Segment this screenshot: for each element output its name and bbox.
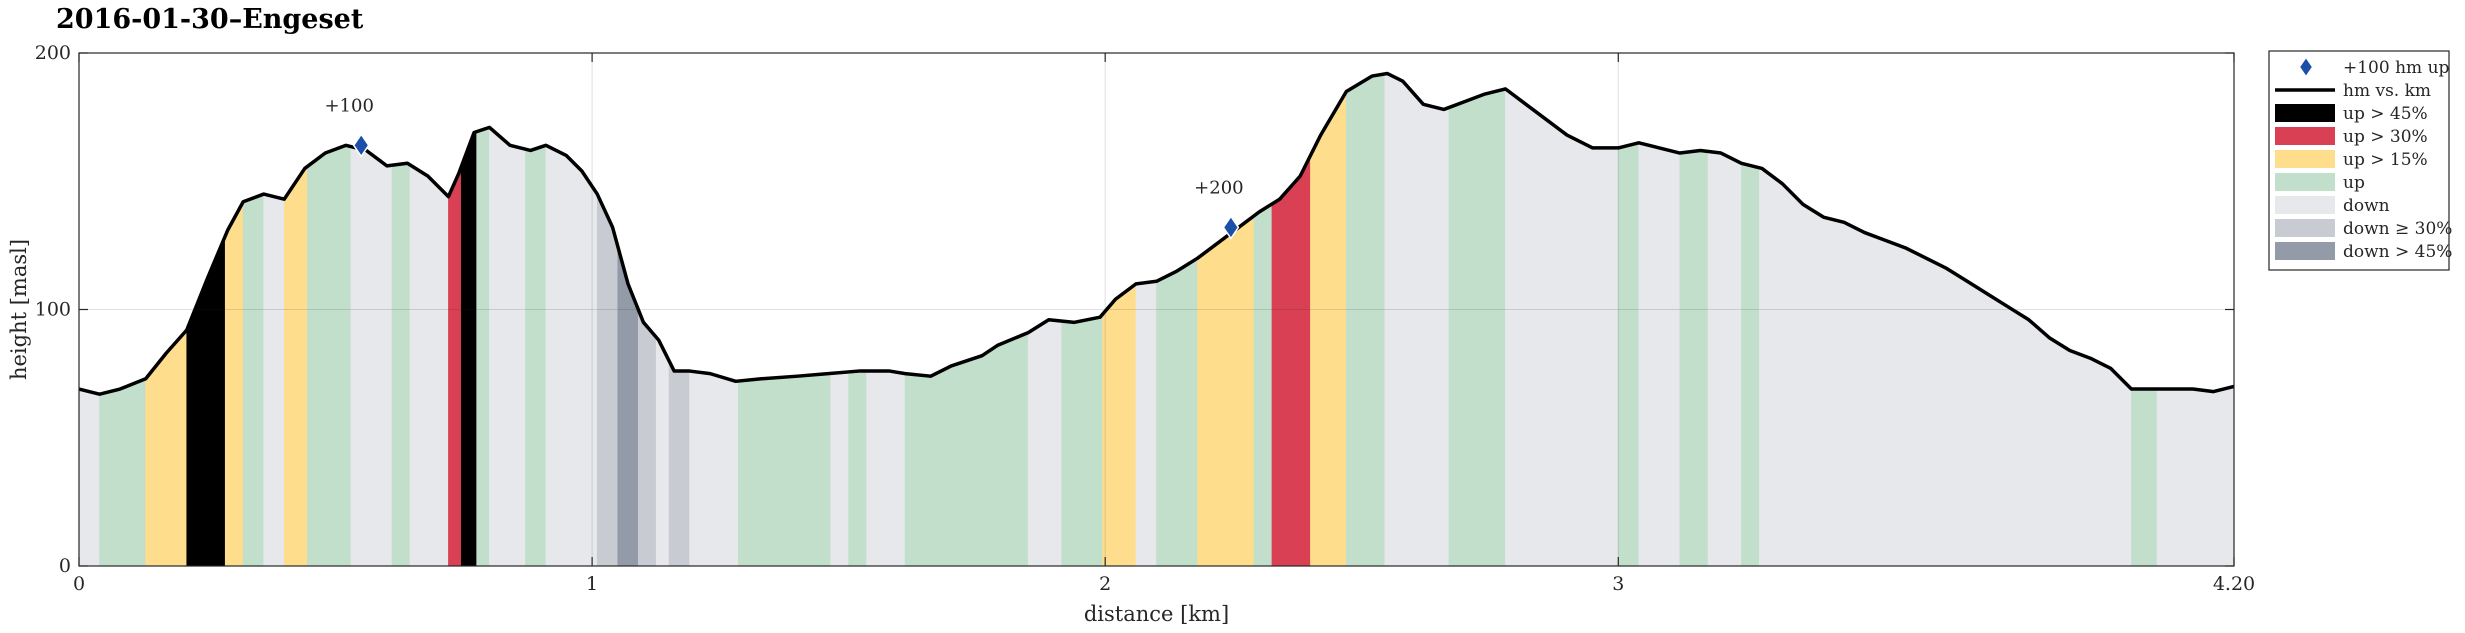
x-axis: 0 1 2 3 4.20 — [73, 53, 2255, 595]
segment-up-24 — [738, 373, 831, 567]
legend-down-45-label: down > 45% — [2343, 242, 2452, 262]
segment-up-26 — [848, 370, 867, 567]
segment-up-28 — [904, 332, 1029, 567]
legend-down-30-swatch — [2275, 219, 2335, 237]
segment-up15-34 — [1197, 215, 1255, 567]
legend-up-swatch — [2275, 173, 2335, 191]
segment-up-48 — [2131, 388, 2158, 567]
segment-down-17 — [545, 144, 598, 567]
segment-up-16 — [525, 144, 547, 567]
segment-down-0 — [78, 388, 100, 567]
segment-up15-2 — [145, 329, 188, 567]
segment-up-5 — [242, 193, 265, 567]
y-axis-label: height [masl] — [7, 239, 31, 380]
segment-up-35 — [1253, 203, 1273, 567]
legend-up-label: up — [2343, 173, 2365, 193]
chart-title: 2016-01-30–Engeset — [56, 4, 364, 35]
segment-up-10 — [391, 162, 411, 567]
segment-up15-4 — [224, 201, 244, 567]
segment-up15-37 — [1310, 90, 1347, 567]
legend-down-swatch — [2275, 196, 2335, 214]
legend-up-30-label: up > 30% — [2343, 127, 2428, 147]
climb-marker-label-0: +100 — [324, 95, 373, 116]
legend-100-hm-up-swatch — [2298, 56, 2314, 78]
segment-up15-7 — [283, 165, 308, 567]
segment-down30-20 — [637, 309, 657, 567]
segment-up45-13 — [460, 131, 477, 567]
segment-down-6 — [263, 193, 285, 567]
x-axis-label: distance [km] — [1084, 602, 1229, 626]
segment-up-38 — [1346, 73, 1386, 567]
segment-up-46 — [1741, 162, 1760, 567]
segment-down-25 — [830, 371, 849, 567]
y-tick-label-2: 200 — [35, 42, 71, 64]
segment-down-9 — [350, 146, 393, 567]
segment-down-49 — [2156, 386, 2235, 567]
x-tick-label-4: 4.20 — [2213, 573, 2255, 595]
y-axis: 0 100 200 — [35, 42, 2234, 577]
x-tick-label-1: 1 — [586, 573, 598, 595]
y-tick-label-1: 100 — [35, 299, 71, 321]
legend-up-30-swatch — [2275, 127, 2335, 145]
legend-down-30-label: down ≥ 30% — [2343, 219, 2452, 239]
segment-up-8 — [307, 145, 352, 567]
profile-line — [78, 71, 2235, 396]
segment-up-14 — [476, 126, 490, 567]
x-tick-label-2: 2 — [1099, 573, 1111, 595]
segment-up15-31 — [1102, 283, 1137, 567]
segment-down-32 — [1135, 280, 1157, 567]
segment-down-43 — [1638, 142, 1681, 567]
segment-up-30 — [1061, 313, 1103, 567]
plot-area: +100 +200 — [78, 52, 2235, 567]
legend: +100 hm up hm vs. km up > 45% up > 30% up > … — [2268, 50, 2452, 271]
segment-down30-22 — [668, 360, 690, 567]
segment-down45-19 — [617, 246, 639, 567]
segment-down-15 — [489, 126, 526, 567]
legend-down-label: down — [2343, 196, 2390, 216]
segment-up-1 — [99, 378, 147, 567]
segment-up30-12 — [448, 166, 462, 567]
y-tick-label-0: 0 — [59, 555, 71, 577]
legend-up-45-label: up > 45% — [2343, 104, 2428, 124]
x-tick-label-3: 3 — [1612, 573, 1624, 595]
segment-down-47 — [1759, 167, 2132, 567]
climb-marker-0 — [352, 133, 370, 158]
legend-hm-vs-km-label: hm vs. km — [2343, 81, 2431, 101]
segment-down30-18 — [596, 193, 619, 567]
climb-marker-label-1: +200 — [1194, 177, 1243, 198]
legend-up-45-swatch — [2275, 104, 2335, 122]
segment-down-29 — [1027, 319, 1062, 567]
segment-down-11 — [409, 164, 449, 567]
climb-marker-1 — [1222, 215, 1240, 240]
segment-down-23 — [689, 370, 739, 567]
slope-segments — [78, 73, 2235, 567]
legend-up-15-label: up > 15% — [2343, 150, 2428, 170]
segment-up30-36 — [1271, 155, 1311, 567]
segment-down-27 — [866, 370, 906, 567]
legend-down-45-swatch — [2275, 242, 2335, 260]
segment-down-41 — [1505, 88, 1619, 567]
segment-down-39 — [1384, 73, 1450, 567]
segment-up-40 — [1448, 88, 1506, 567]
segment-down-21 — [655, 336, 670, 567]
climb-markers: +100 +200 — [324, 95, 1244, 240]
legend-up-15-swatch — [2275, 150, 2335, 168]
x-tick-label-0: 0 — [73, 573, 85, 595]
legend-100-hm-up-label: +100 hm up — [2343, 58, 2450, 78]
segment-up-33 — [1156, 257, 1198, 567]
segment-down-45 — [1707, 151, 1742, 567]
segment-up-44 — [1679, 150, 1709, 567]
segment-up-42 — [1617, 142, 1640, 567]
